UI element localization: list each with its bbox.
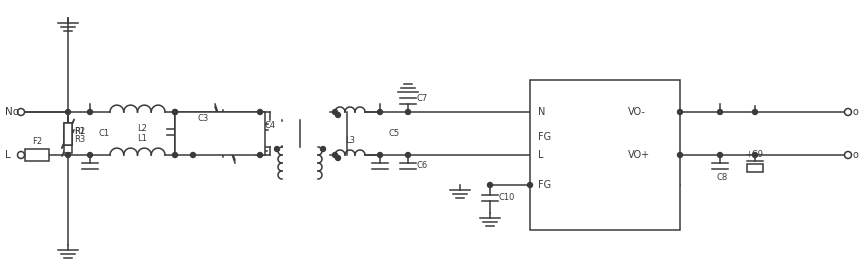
Text: C7: C7 [417,93,428,103]
Circle shape [335,155,340,160]
Text: L2: L2 [138,124,147,133]
Text: +C9: +C9 [744,150,762,159]
Circle shape [17,152,24,158]
Bar [25,149,49,161]
Circle shape [332,153,338,158]
Circle shape [257,110,263,115]
Text: C1: C1 [99,129,110,138]
Circle shape [65,110,71,115]
Text: R1: R1 [74,128,85,136]
Circle shape [844,152,851,158]
Circle shape [377,153,382,158]
Bar [746,164,762,172]
Text: VO+: VO+ [628,150,649,160]
Circle shape [190,153,195,158]
Text: C6: C6 [417,160,428,170]
Text: F2: F2 [32,137,42,146]
Bar [64,123,72,145]
Circle shape [677,110,682,115]
Text: L: L [537,150,543,160]
Circle shape [172,110,177,115]
Circle shape [17,108,24,115]
Circle shape [716,110,722,115]
Text: o +: o + [852,150,861,160]
Circle shape [752,110,757,115]
Bar [530,80,679,230]
Text: R3: R3 [74,135,85,144]
Circle shape [487,182,492,187]
Circle shape [88,110,92,115]
Text: N: N [537,107,545,117]
Text: C2: C2 [183,124,195,133]
Bar [64,123,72,145]
Text: L3: L3 [344,136,355,145]
Circle shape [527,182,532,187]
Circle shape [172,110,177,115]
Bar [64,133,72,153]
Text: R2: R2 [74,127,85,136]
Circle shape [677,153,682,158]
Circle shape [405,153,410,158]
Circle shape [716,153,722,158]
Text: C5: C5 [388,129,400,138]
Text: L: L [5,150,10,160]
Text: C4: C4 [264,121,276,130]
Text: o -: o - [852,107,861,117]
Circle shape [752,153,757,158]
Circle shape [65,153,71,158]
Circle shape [320,147,325,152]
Text: L1: L1 [138,134,147,143]
Text: VO-: VO- [628,107,645,117]
Circle shape [377,110,382,115]
Bar [175,112,264,155]
Circle shape [274,147,279,152]
Text: FG: FG [537,180,550,190]
Circle shape [844,108,851,115]
Circle shape [172,153,177,158]
Circle shape [257,153,263,158]
Circle shape [88,153,92,158]
Text: No: No [5,107,19,117]
Circle shape [405,110,410,115]
Text: C8: C8 [715,173,727,182]
Text: C10: C10 [499,192,515,202]
Circle shape [332,110,338,115]
Circle shape [335,113,340,118]
Text: FG: FG [537,133,550,143]
Text: C3: C3 [198,114,209,123]
